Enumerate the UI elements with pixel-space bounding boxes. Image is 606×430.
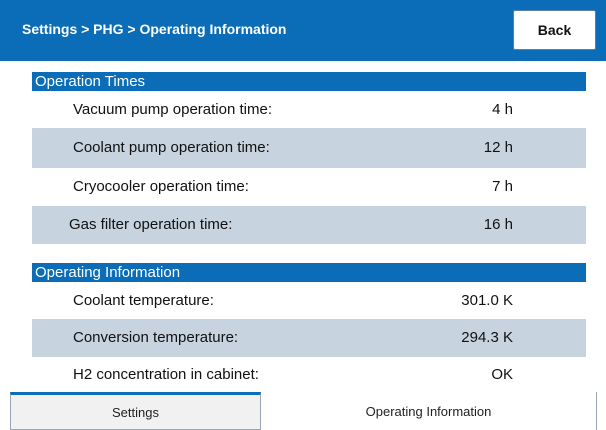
info-row: Cryocooler operation time: 7 h xyxy=(32,168,586,206)
section-header: Operating Information xyxy=(32,263,586,282)
row-label: Gas filter operation time: xyxy=(69,216,233,233)
back-button[interactable]: Back xyxy=(513,10,596,50)
info-row: Vacuum pump operation time: 4 h xyxy=(32,91,586,128)
row-value: 301.0 K xyxy=(461,291,513,309)
row-value: 7 h xyxy=(492,178,513,195)
row-value: 4 h xyxy=(492,100,513,118)
row-label: Conversion temperature: xyxy=(73,329,239,346)
top-bar xyxy=(0,0,606,61)
info-row: Coolant pump operation time: 12 h xyxy=(32,128,586,168)
row-label: H2 concentration in cabinet: xyxy=(73,366,259,383)
row-value: 294.3 K xyxy=(461,329,513,346)
row-value: 12 h xyxy=(483,139,513,156)
row-value: OK xyxy=(491,366,513,383)
info-row: Gas filter operation time: 16 h xyxy=(32,206,586,244)
breadcrumb-title: Settings > PHG > Operating Information xyxy=(22,21,287,37)
info-row: Coolant temperature: 301.0 K xyxy=(32,282,586,319)
row-label: Coolant pump operation time: xyxy=(73,139,270,156)
row-label: Vacuum pump operation time: xyxy=(73,100,272,118)
section-header: Operation Times xyxy=(32,72,586,91)
tab-operating-information[interactable]: Operating Information xyxy=(261,392,597,430)
info-row: H2 concentration in cabinet: OK xyxy=(32,357,586,393)
tab-settings[interactable]: Settings xyxy=(10,392,261,430)
row-value: 16 h xyxy=(483,216,513,233)
row-label: Cryocooler operation time: xyxy=(73,178,249,195)
row-label: Coolant temperature: xyxy=(73,291,214,309)
info-row: Conversion temperature: 294.3 K xyxy=(32,319,586,357)
